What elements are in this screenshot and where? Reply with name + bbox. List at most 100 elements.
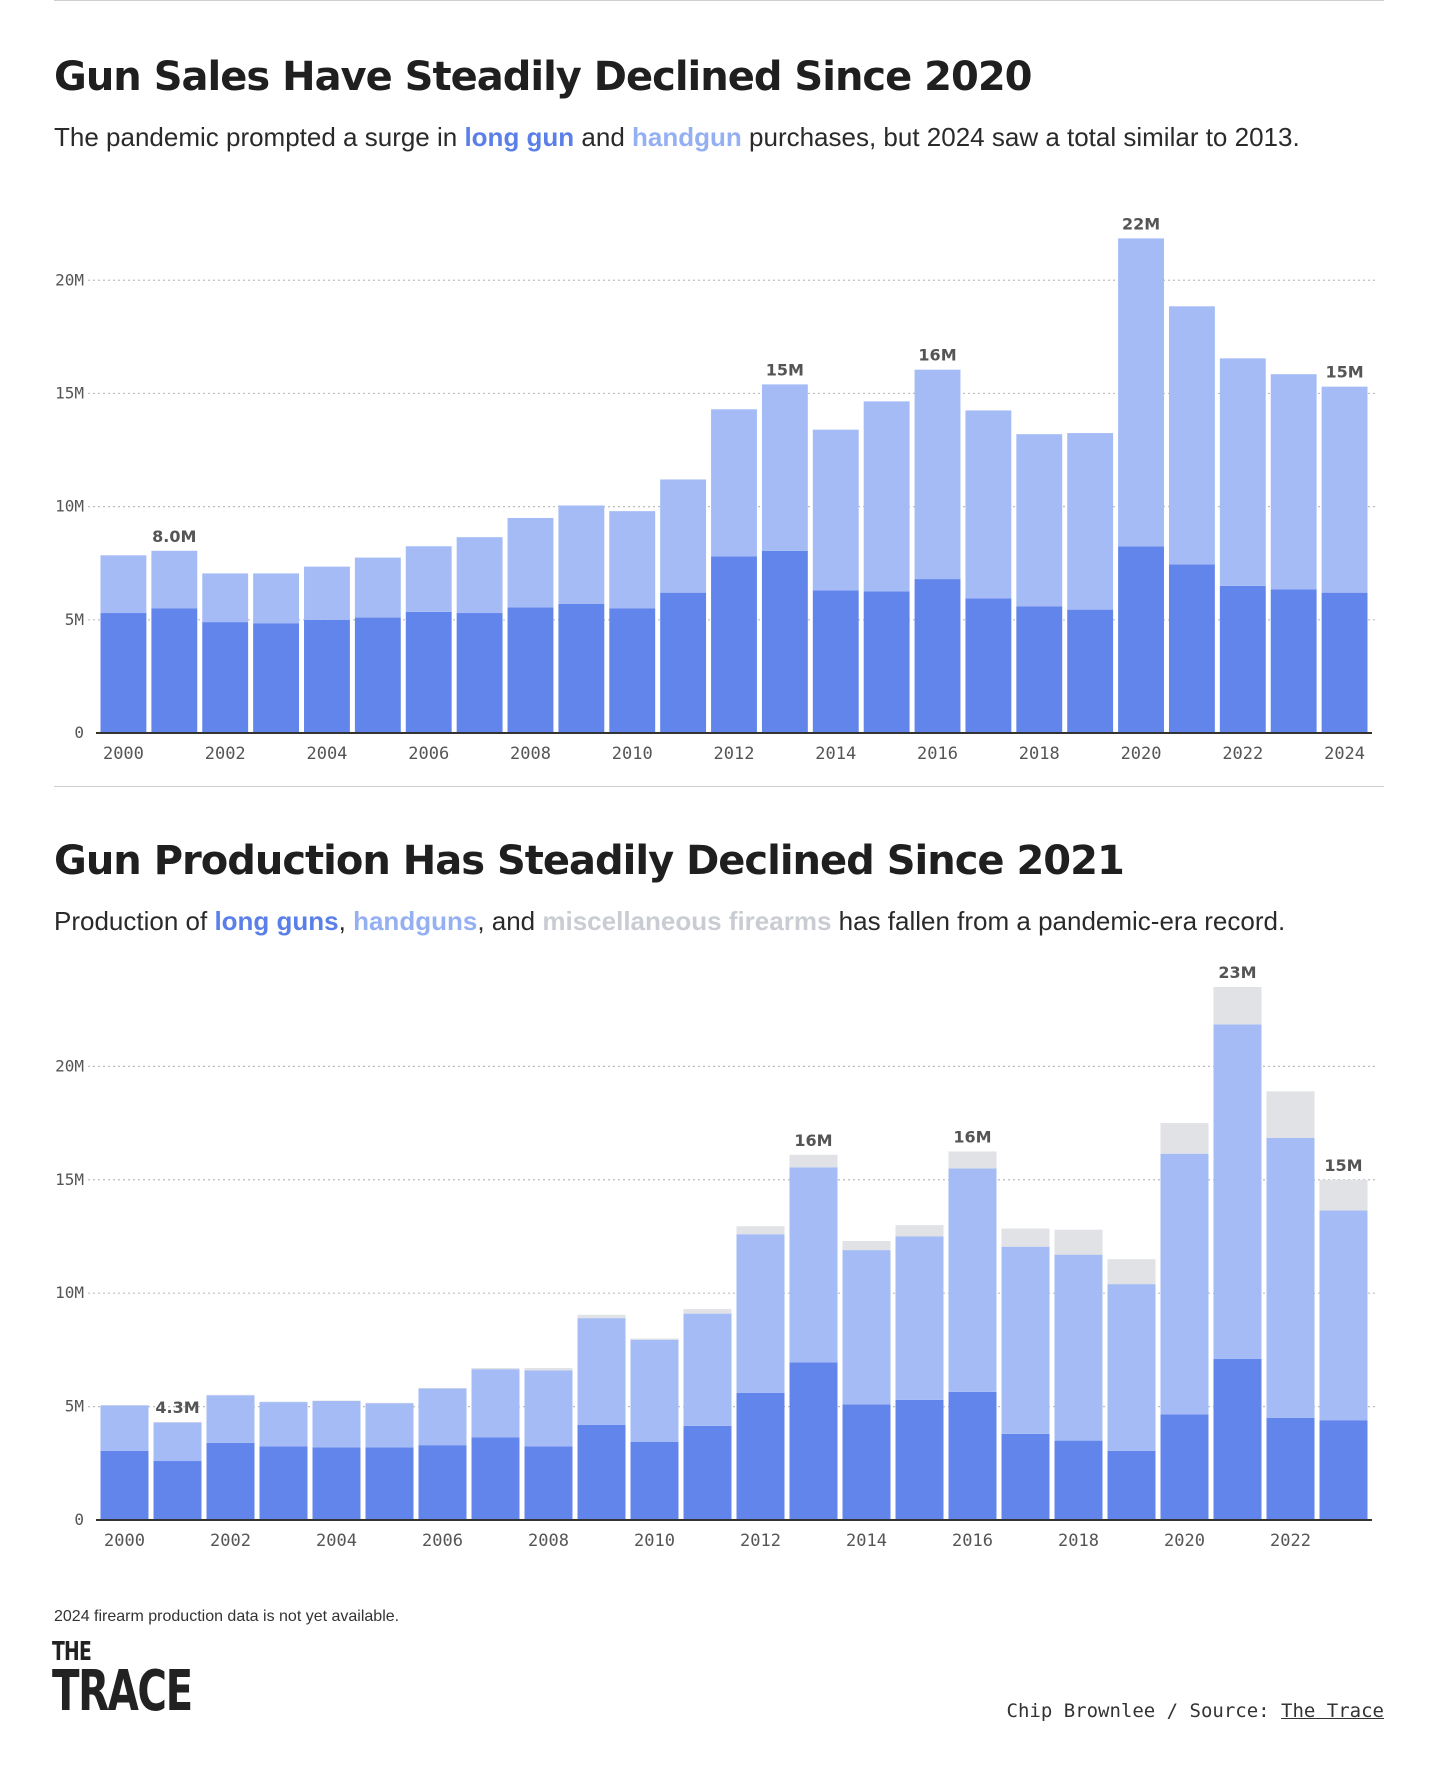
x-tick-label: 2008 xyxy=(528,1531,569,1551)
bar-2017-handguns xyxy=(1001,1246,1050,1434)
credit-prefix: Chip Brownlee / Source: xyxy=(1006,1700,1282,1722)
source-link[interactable]: The Trace xyxy=(1281,1700,1384,1722)
chart2-subtitle-sep2: , and xyxy=(477,906,543,936)
bar-2000-long-guns xyxy=(100,1450,149,1520)
bar-2019-long-gun xyxy=(1067,609,1114,733)
x-tick-label: 2018 xyxy=(1058,1531,1099,1551)
x-tick-label: 2018 xyxy=(1019,744,1060,760)
y-tick-label: 0 xyxy=(74,1510,84,1529)
chart2-title: Gun Production Has Steadily Declined Sin… xyxy=(54,838,1125,884)
bar-2020-long-guns xyxy=(1160,1414,1209,1520)
bar-2009-long-guns xyxy=(577,1424,626,1520)
bar-2018-miscellaneous-firearms xyxy=(1054,1229,1103,1255)
x-tick-label: 2022 xyxy=(1222,744,1263,760)
the-trace-logo: THE TRACE xyxy=(52,1637,246,1724)
bar-2011-handgun xyxy=(660,479,707,593)
x-tick-label: 2014 xyxy=(815,744,856,760)
bar-2002-long-guns xyxy=(206,1442,255,1520)
chart1-subtitle-prefix: The pandemic prompted a surge in xyxy=(54,122,465,152)
x-tick-label: 2014 xyxy=(846,1531,887,1551)
data-label-2001: 4.3M xyxy=(155,1398,199,1417)
bar-2013-miscellaneous-firearms xyxy=(789,1154,838,1168)
bar-2008-handgun xyxy=(507,517,554,608)
bar-2005-long-gun xyxy=(354,617,401,733)
y-tick-label: 20M xyxy=(55,1056,84,1075)
bar-2023-miscellaneous-firearms xyxy=(1319,1179,1368,1211)
bar-2000-handgun xyxy=(100,555,147,614)
x-tick-label: 2024 xyxy=(1324,744,1365,760)
chart1-subtitle-mid: and xyxy=(574,122,633,152)
y-tick-label: 15M xyxy=(55,383,84,402)
bar-2014-long-guns xyxy=(842,1404,891,1520)
bar-2013-handgun xyxy=(761,384,808,551)
bar-2008-long-guns xyxy=(524,1446,573,1520)
bar-2015-handguns xyxy=(895,1236,944,1400)
bar-2009-miscellaneous-firearms xyxy=(577,1314,626,1319)
chart2-subtitle-sep1: , xyxy=(338,906,354,936)
x-tick-label: 2002 xyxy=(210,1531,251,1551)
bar-2010-long-guns xyxy=(630,1441,679,1520)
bar-2018-long-guns xyxy=(1054,1440,1103,1520)
bar-2014-handgun xyxy=(812,429,859,591)
bar-2001-long-guns xyxy=(153,1461,202,1520)
bar-2020-handguns xyxy=(1160,1153,1209,1415)
bar-2019-handguns xyxy=(1107,1284,1156,1451)
bar-2001-handguns xyxy=(153,1422,202,1462)
logo-line-the: THE xyxy=(52,1637,92,1667)
bar-2002-long-gun xyxy=(202,622,249,733)
bar-2021-miscellaneous-firearms xyxy=(1213,987,1262,1025)
bar-2014-handguns xyxy=(842,1250,891,1405)
bar-2013-long-guns xyxy=(789,1362,838,1520)
bar-2015-miscellaneous-firearms xyxy=(895,1225,944,1237)
chart2-production-bar-chart: 0 5M 10M 15M 20M 2000 4.3M 2002 2004 2006 2008 2010… xyxy=(55,963,1376,1551)
x-tick-label: 2016 xyxy=(917,744,958,760)
bar-2010-handguns xyxy=(630,1339,679,1442)
bar-2022-long-guns xyxy=(1266,1417,1315,1520)
x-tick-label: 2008 xyxy=(510,744,551,760)
bar-2017-long-guns xyxy=(1001,1433,1050,1520)
bar-2021-handgun xyxy=(1168,306,1215,565)
logo-line-trace: TRACE xyxy=(52,1658,193,1724)
bar-2017-long-gun xyxy=(965,598,1012,733)
x-tick-label: 2020 xyxy=(1164,1531,1205,1551)
bar-2015-long-guns xyxy=(895,1399,944,1520)
bar-2007-miscellaneous-firearms xyxy=(471,1368,520,1370)
bar-2006-long-guns xyxy=(418,1445,467,1520)
bar-2023-long-gun xyxy=(1270,589,1317,733)
bar-2024-long-gun xyxy=(1321,592,1368,733)
chart1-sales-bar-chart: 0 5M 10M 15M 20M 2000 8.0M 2002 2004 2006 2008 2010… xyxy=(55,214,1376,760)
bar-2004-long-guns xyxy=(312,1447,361,1520)
data-label-2020: 22M xyxy=(1122,214,1160,233)
legend-long-gun: long gun xyxy=(464,122,575,152)
bar-2003-long-guns xyxy=(259,1446,308,1520)
bar-2023-handguns xyxy=(1319,1210,1368,1421)
bar-2012-long-gun xyxy=(711,556,757,733)
bar-2008-miscellaneous-firearms xyxy=(524,1368,573,1371)
footnote: 2024 firearm production data is not yet … xyxy=(54,1608,400,1625)
bar-2007-handgun xyxy=(456,537,503,614)
bar-2012-handgun xyxy=(711,409,757,557)
bar-2012-handguns xyxy=(736,1234,785,1393)
bar-2017-miscellaneous-firearms xyxy=(1001,1228,1050,1247)
bar-2016-handgun xyxy=(914,369,961,580)
y-tick-label: 0 xyxy=(74,723,84,742)
bar-2007-long-guns xyxy=(471,1437,520,1520)
x-tick-label: 2000 xyxy=(103,744,144,760)
bar-2016-handguns xyxy=(948,1168,997,1392)
bar-2004-handguns xyxy=(312,1400,361,1448)
bar-2018-handguns xyxy=(1054,1254,1103,1441)
data-label-2013: 16M xyxy=(794,1131,832,1150)
x-tick-label: 2000 xyxy=(104,1531,145,1551)
chart1-subtitle: The pandemic prompted a surge in long gu… xyxy=(54,122,1300,153)
bar-2019-handgun xyxy=(1067,433,1114,610)
data-label-2023: 15M xyxy=(1324,1156,1362,1175)
x-tick-label: 2016 xyxy=(952,1531,993,1551)
x-tick-label: 2012 xyxy=(714,744,755,760)
bar-2004-handgun xyxy=(304,566,350,620)
top-divider xyxy=(54,0,1384,1)
bar-2011-miscellaneous-firearms xyxy=(683,1309,732,1314)
chart1-title: Gun Sales Have Steadily Declined Since 2… xyxy=(54,54,1033,100)
bar-2009-handguns xyxy=(577,1318,626,1425)
bar-2016-miscellaneous-firearms xyxy=(948,1151,997,1169)
chart2-subtitle: Production of long guns, handguns, and m… xyxy=(54,906,1285,937)
